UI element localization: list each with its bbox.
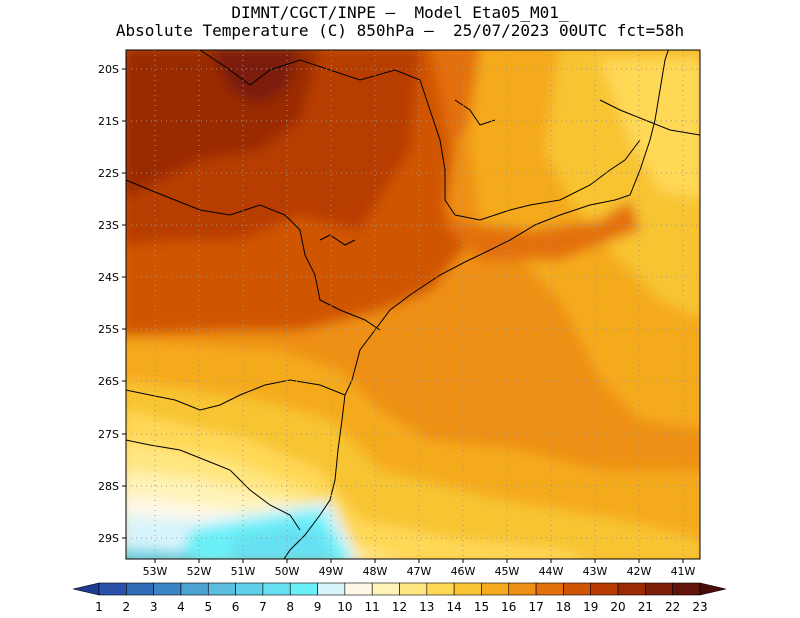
colorbar-segment (126, 582, 154, 596)
colorbar-segment (508, 582, 537, 596)
lat-label: 20S (98, 63, 119, 76)
colorbar-label: 21 (638, 600, 653, 614)
lat-label: 21S (98, 115, 119, 128)
lon-label: 45W (495, 565, 520, 578)
colorbar-segment (426, 582, 455, 596)
colorbar-segment (453, 582, 482, 596)
lat-label: 24S (98, 271, 119, 284)
lat-label: 26S (98, 375, 119, 388)
colorbar-label: 1 (95, 600, 103, 614)
lon-label: 50W (275, 565, 300, 578)
colorbar-arrow-high (699, 582, 727, 596)
colorbar-label: 13 (419, 600, 434, 614)
colorbar-segment (590, 582, 619, 596)
lon-label: 46W (451, 565, 476, 578)
longitude-axis: 53W 52W 51W 50W 49W 48W 47W 46W 45W 44W … (143, 559, 696, 578)
lon-label: 53W (143, 565, 168, 578)
lon-label: 47W (407, 565, 432, 578)
colorbar-label: 2 (122, 600, 130, 614)
colorbar-segment (262, 582, 291, 596)
map-title: DIMNT/CGCT/INPE – Model Eta05_M01_ Absol… (0, 4, 800, 40)
colorbar-segment (672, 582, 701, 596)
colorbar-label: 22 (665, 600, 680, 614)
colorbar-label: 4 (177, 600, 185, 614)
colorbar-segment (153, 582, 182, 596)
lat-label: 25S (98, 323, 119, 336)
lon-label: 41W (671, 565, 696, 578)
colorbar-arrow-low (72, 582, 100, 596)
lon-label: 51W (231, 565, 256, 578)
graticule (126, 50, 700, 559)
lat-label: 29S (98, 532, 119, 545)
colorbar-segment (207, 582, 236, 596)
colorbar-label: 8 (286, 600, 294, 614)
colorbar-label: 5 (204, 600, 212, 614)
lon-label: 52W (187, 565, 212, 578)
lon-label: 44W (539, 565, 564, 578)
colorbar-label: 19 (583, 600, 598, 614)
colorbar-label: 12 (392, 600, 407, 614)
colorbar-label: 11 (365, 600, 380, 614)
colorbar-segment (371, 582, 400, 596)
colorbar-label: 6 (232, 600, 240, 614)
lat-label: 28S (98, 480, 119, 493)
lat-label: 22S (98, 167, 119, 180)
colorbar-label: 18 (556, 600, 571, 614)
colorbar: 1 2 3 4 5 6 7 8 9 10 11 12 13 14 15 16 17 18 19 20 21 22 23 (72, 582, 727, 614)
colorbar-segment (180, 582, 209, 596)
lon-label: 49W (319, 565, 344, 578)
colorbar-label: 10 (337, 600, 352, 614)
colorbar-segment (399, 582, 428, 596)
colorbar-segment (344, 582, 373, 596)
temperature-field (126, 50, 700, 559)
colorbar-label: 17 (528, 600, 543, 614)
colorbar-label: 20 (610, 600, 625, 614)
lat-label: 23S (98, 219, 119, 232)
colorbar-segment (617, 582, 646, 596)
latitude-axis: 20S 21S 22S 23S 24S 25S 26S 27S 28S 29S (98, 63, 126, 545)
colorbar-label: 14 (446, 600, 461, 614)
lat-label: 27S (98, 428, 119, 441)
borders (126, 50, 700, 559)
colorbar-segment (289, 582, 318, 596)
colorbar-label: 15 (474, 600, 489, 614)
colorbar-segment (645, 582, 673, 596)
colorbar-segment (98, 582, 127, 596)
lon-label: 42W (627, 565, 652, 578)
map-frame (125, 49, 701, 560)
title-line-1: DIMNT/CGCT/INPE – Model Eta05_M01_ (231, 3, 569, 22)
colorbar-segment (481, 582, 510, 596)
title-line-2: Absolute Temperature (C) 850hPa – 25/07/… (115, 21, 685, 40)
colorbar-label: 9 (314, 600, 322, 614)
colorbar-segment (535, 582, 564, 596)
colorbar-label: 23 (692, 600, 707, 614)
colorbar-label: 16 (501, 600, 516, 614)
colorbar-label: 3 (150, 600, 158, 614)
colorbar-segment (317, 582, 346, 596)
lon-label: 43W (583, 565, 608, 578)
lon-label: 48W (363, 565, 388, 578)
colorbar-segment (235, 582, 264, 596)
colorbar-label: 7 (259, 600, 267, 614)
colorbar-segment (563, 582, 592, 596)
